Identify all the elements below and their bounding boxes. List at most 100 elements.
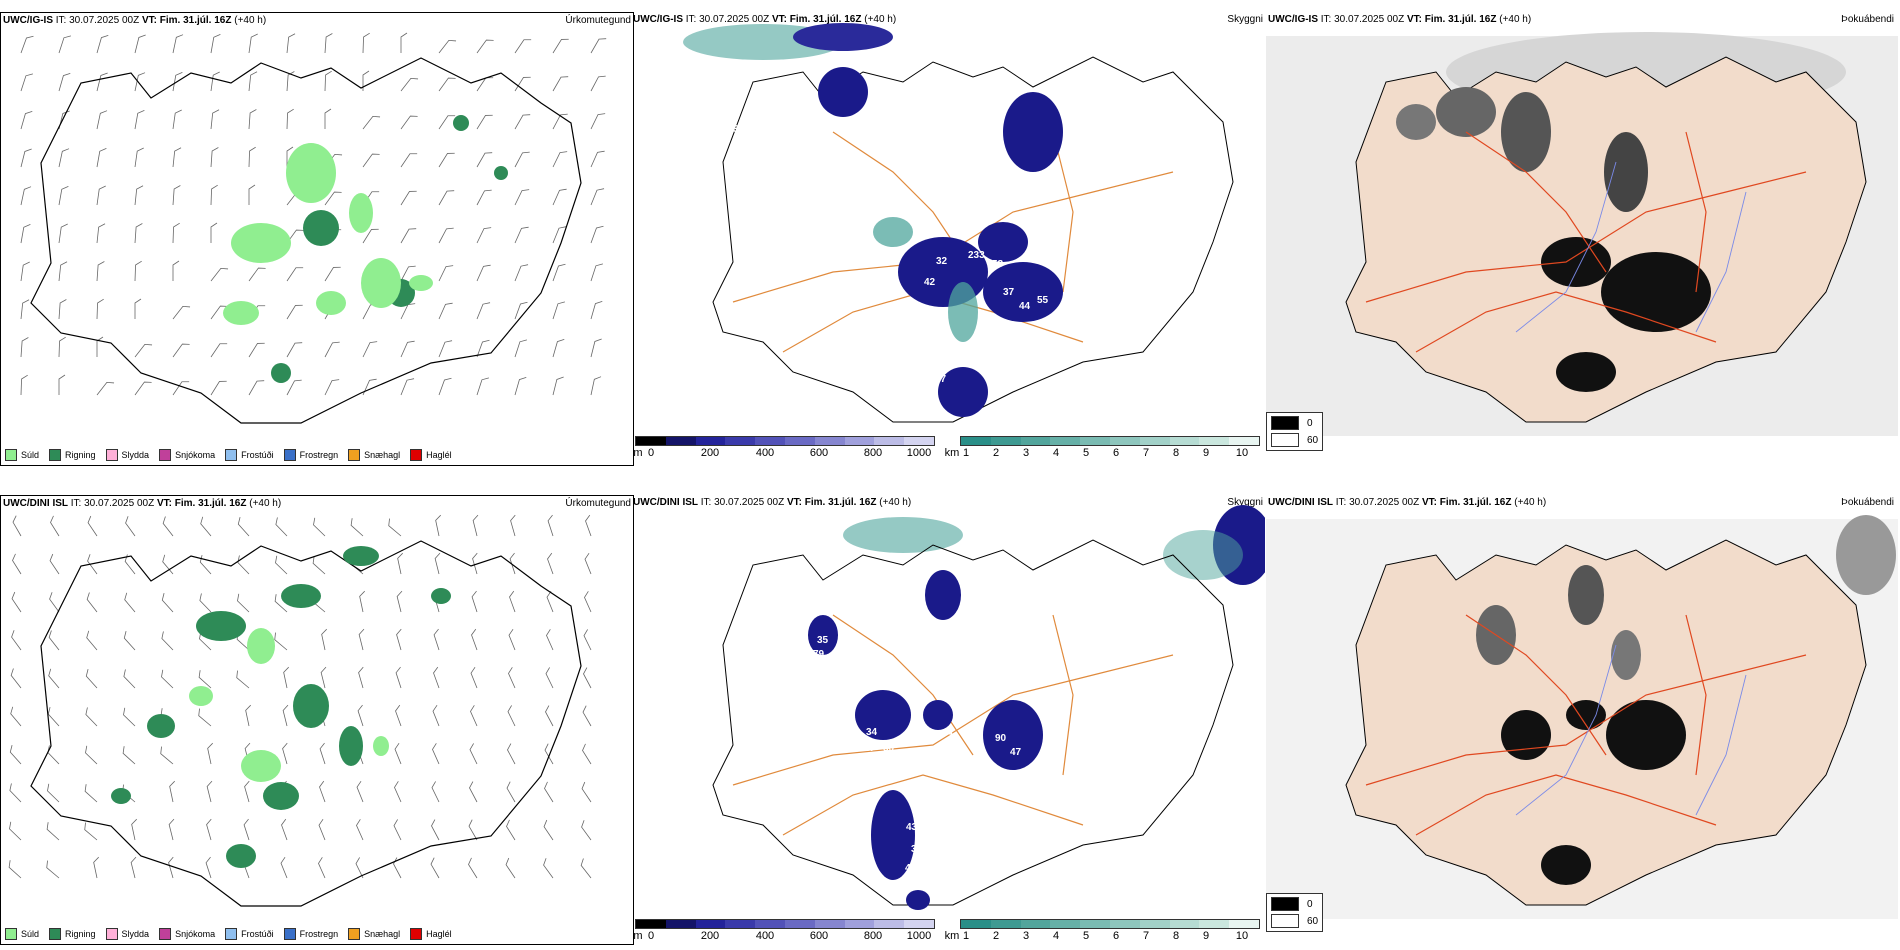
fog-map	[1266, 515, 1898, 919]
wind-barb	[509, 590, 516, 613]
colorbar-tick: 6	[1112, 930, 1120, 942]
wind-barb	[274, 632, 288, 651]
wind-barb	[20, 299, 30, 320]
fog-map	[1266, 32, 1898, 436]
panel-title: UWC/IG-IS IT: 30.07.2025 00Z VT: Fim. 31…	[633, 14, 897, 25]
wind-barb	[248, 184, 256, 205]
visibility-label: 9	[891, 146, 897, 157]
wind-barb	[172, 305, 191, 320]
panel-name: Skyggni	[1227, 14, 1263, 25]
wind-barb	[552, 376, 564, 396]
wind-barb	[590, 188, 605, 206]
wind-barb	[394, 781, 402, 803]
wind-barb	[438, 265, 454, 282]
wind-barb	[583, 629, 592, 651]
wind-barb	[85, 669, 98, 689]
wind-barb	[96, 261, 105, 282]
wind-barb	[590, 263, 603, 282]
colorbar-tick: 5	[1082, 930, 1090, 942]
wind-barb	[400, 190, 417, 206]
wind-barb	[172, 260, 180, 281]
wind-barb	[395, 704, 402, 727]
wind-barb	[514, 39, 532, 54]
wind-barb	[355, 857, 364, 879]
wind-barb	[243, 818, 250, 841]
wind-barb	[319, 742, 326, 765]
wind-barb	[514, 301, 528, 320]
legend-item: Rigning	[49, 928, 96, 940]
wind-barb	[435, 514, 441, 537]
wind-barb	[581, 781, 592, 803]
colorbar-strip	[635, 919, 935, 929]
wind-barb	[20, 111, 33, 130]
legend-swatch	[410, 928, 423, 940]
legend-swatch	[5, 449, 17, 461]
visibility-label: 29	[888, 249, 900, 260]
wind-barb	[205, 856, 212, 879]
wind-barb	[318, 818, 326, 841]
wind-barb	[476, 339, 490, 358]
wind-barb	[281, 818, 288, 841]
wind-barb	[124, 592, 136, 613]
visibility-label: 35	[817, 635, 829, 646]
colorbar-strip	[960, 436, 1260, 446]
wind-barb	[400, 228, 417, 244]
wind-barb	[96, 298, 104, 320]
wind-barb	[509, 552, 516, 575]
wind-barb	[286, 33, 296, 54]
iceland-coastline	[712, 56, 1234, 423]
visibility-label: 6	[729, 90, 735, 101]
panel-title: UWC/IG-IS IT: 30.07.2025 00Z VT: Fim. 31…	[1268, 14, 1532, 25]
wind-barb	[438, 77, 456, 92]
wind-barb	[161, 631, 174, 651]
wind-barb	[84, 822, 98, 841]
colorbar-ticks: km 1 2 3 4 5 6 7 8 9 10	[945, 930, 1260, 942]
wind-barb	[162, 516, 174, 537]
fog-patch	[793, 23, 893, 51]
wind-barb	[207, 742, 213, 765]
colorbar-tick: 800	[863, 447, 883, 459]
wind-barb	[172, 109, 182, 130]
colorbar-tick: 2	[992, 447, 1000, 459]
wind-barb	[134, 298, 142, 319]
wind-barb	[210, 343, 228, 358]
wind-barb	[476, 302, 491, 320]
legend-swatch	[1271, 914, 1299, 928]
wind-barb	[590, 376, 602, 396]
wind-barb	[49, 592, 60, 613]
wind-barb	[545, 705, 554, 727]
wind-barb	[210, 33, 221, 54]
wind-barb	[552, 263, 566, 282]
roads	[732, 614, 1174, 836]
wind-barb	[286, 71, 295, 92]
iceland-coastline	[30, 540, 582, 907]
wind-barb	[96, 110, 108, 130]
precip-map	[8, 514, 592, 907]
visibility-label: 42	[924, 277, 936, 288]
panel-name: Úrkomutegund	[565, 15, 631, 26]
wind-barb	[395, 666, 402, 689]
wind-barb	[362, 378, 377, 396]
wind-barb	[85, 707, 98, 727]
wind-barb	[283, 666, 289, 689]
wind-barb	[248, 33, 258, 54]
wind-barb	[400, 115, 418, 130]
wind-barb	[433, 666, 440, 689]
visibility-panel-top: UWC/IG-IS IT: 30.07.2025 00Z VT: Fim. 31…	[633, 12, 1265, 464]
visibility-label: 31	[863, 272, 875, 283]
wind-barb	[20, 73, 33, 92]
wind-barb	[400, 153, 418, 168]
wind-barb	[321, 628, 327, 651]
wind-barb	[393, 819, 402, 841]
visibility-label: 55	[1037, 295, 1049, 306]
wind-barb	[507, 743, 516, 765]
legend-swatch	[348, 928, 361, 940]
wind-barb	[86, 630, 98, 651]
visibility-label: 37	[1003, 287, 1015, 298]
visibility-label: 39	[911, 844, 923, 855]
wind-barb	[552, 113, 568, 130]
wind-barb	[134, 185, 144, 206]
wind-barb	[438, 39, 457, 54]
wind-barb	[510, 514, 516, 537]
wind-barb	[362, 153, 380, 168]
